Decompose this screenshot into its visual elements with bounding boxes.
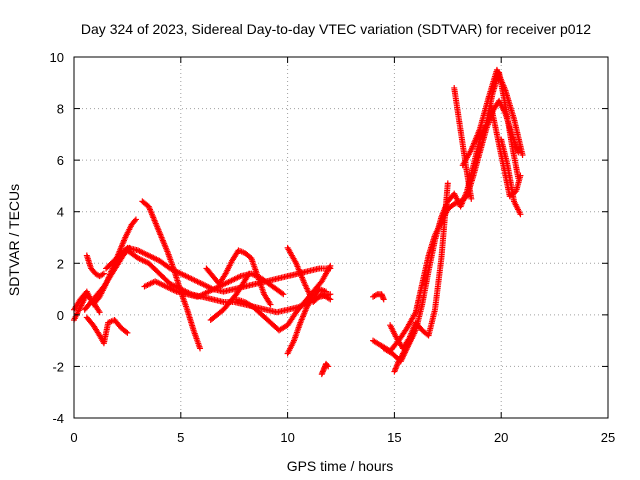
data-point xyxy=(468,195,475,202)
series-arc21 xyxy=(451,84,475,202)
series-arc11 xyxy=(203,247,274,308)
y-tick-label: -2 xyxy=(52,359,64,374)
x-tick-label: 5 xyxy=(177,430,184,445)
data-point xyxy=(197,345,204,352)
data-point xyxy=(327,296,334,303)
y-tick-label: 10 xyxy=(50,50,64,65)
x-tick-label: 0 xyxy=(70,430,77,445)
chart-title: Day 324 of 2023, Sidereal Day-to-day VTE… xyxy=(81,21,591,37)
data-point xyxy=(278,290,285,297)
data-point xyxy=(123,328,130,335)
series-arc16 xyxy=(370,291,387,303)
x-axis-label: GPS time / hours xyxy=(287,458,394,474)
data-point xyxy=(96,309,103,316)
x-tick-label: 10 xyxy=(280,430,294,445)
data-point xyxy=(132,216,139,223)
data-point xyxy=(380,296,387,303)
y-tick-label: 0 xyxy=(57,308,64,323)
series-arc22 xyxy=(459,66,526,169)
series-arc12 xyxy=(233,262,334,334)
plot-frame xyxy=(73,56,609,419)
series-arc7 xyxy=(139,198,204,352)
series-arc15 xyxy=(318,360,332,378)
x-tick-label: 15 xyxy=(387,430,401,445)
y-tick-label: 2 xyxy=(57,256,64,271)
data-point xyxy=(246,270,253,277)
data-point xyxy=(124,329,131,336)
x-tick-label: 20 xyxy=(494,430,508,445)
y-tick-label: 6 xyxy=(57,153,64,168)
series-arc10 xyxy=(207,270,253,324)
y-tick-label: 8 xyxy=(57,102,64,117)
data-point xyxy=(408,335,415,342)
data-point xyxy=(280,291,287,298)
grid-layer xyxy=(74,57,608,418)
data-point xyxy=(323,288,330,295)
data-point xyxy=(324,362,331,369)
tick-layer: 0 5 10 15 20 25 -4 -2 0 2 4 6 8 10 xyxy=(50,50,616,445)
data-point xyxy=(327,291,334,298)
data-point xyxy=(267,301,274,308)
series-arc1 xyxy=(71,216,139,313)
x-tick-label: 25 xyxy=(601,430,615,445)
data-point xyxy=(131,217,138,224)
data-point xyxy=(519,151,526,158)
data-point xyxy=(325,363,332,370)
series-arc3 xyxy=(83,252,107,280)
series-arc20 xyxy=(391,335,415,375)
data-point xyxy=(444,180,451,187)
y-axis-label: SDTVAR / TECUs xyxy=(6,184,22,296)
series-arc19 xyxy=(387,180,451,352)
series-arc5 xyxy=(71,291,103,324)
data-layer xyxy=(71,66,526,378)
data-point xyxy=(327,262,334,269)
series-arc14 xyxy=(284,286,330,357)
data-point xyxy=(517,211,524,218)
data-point xyxy=(517,172,524,179)
series-arc4 xyxy=(83,314,131,347)
data-point xyxy=(515,149,522,156)
series-arc18 xyxy=(380,69,522,365)
data-point xyxy=(100,270,107,277)
series-arc24 xyxy=(498,136,524,218)
y-tick-label: -4 xyxy=(52,411,64,426)
y-tick-label: 4 xyxy=(57,205,64,220)
